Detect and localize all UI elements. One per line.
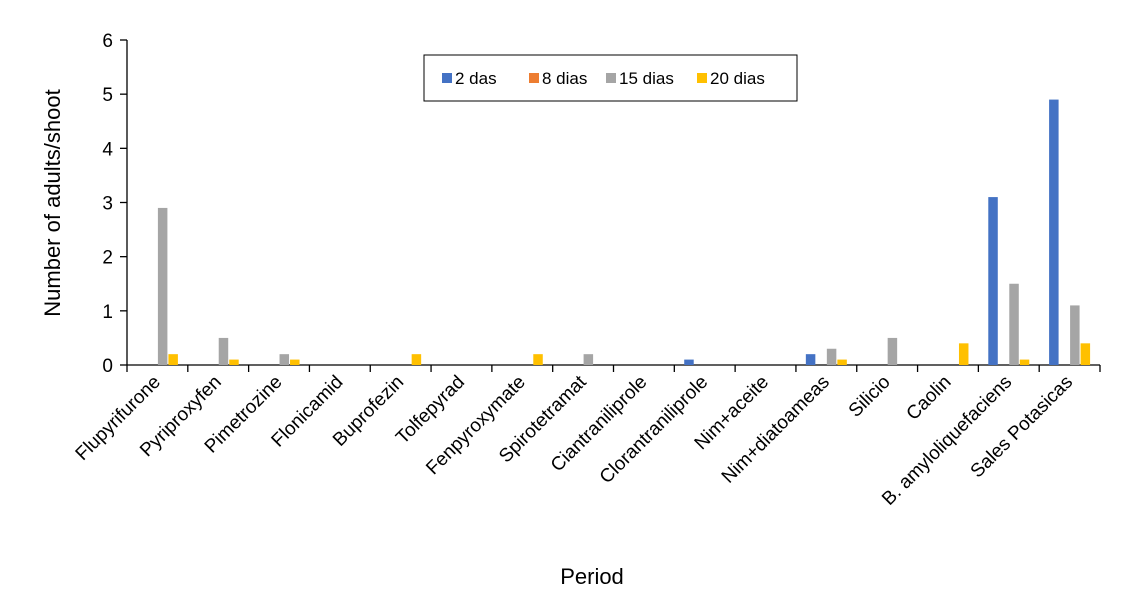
y-tick-label: 2: [102, 248, 113, 269]
bar: [411, 354, 422, 365]
plot-area: 0123456FlupyrifuronePyriproxyfenPimetroz…: [72, 31, 1101, 510]
legend-label: 20 dias: [710, 69, 765, 88]
legend-swatch: [529, 73, 539, 83]
bar: [684, 359, 694, 365]
x-tick-label: Nim+diatoameas: [718, 372, 834, 488]
x-tick-label: Sales Potasicas: [967, 372, 1077, 482]
legend-swatch: [442, 73, 452, 83]
y-tick-label: 0: [102, 356, 113, 377]
x-tick-label: Caolin: [903, 372, 956, 425]
bar: [1019, 359, 1030, 365]
legend-swatch: [697, 73, 707, 83]
bar: [805, 354, 816, 365]
x-tick-label: Silicio: [845, 372, 895, 422]
y-tick-label: 1: [102, 302, 113, 323]
y-tick-label: 6: [102, 31, 113, 52]
y-tick-label: 5: [102, 85, 113, 106]
bar: [157, 207, 168, 365]
x-axis-title: Period: [560, 564, 624, 589]
bar: [533, 354, 543, 365]
bar: [1009, 283, 1019, 365]
bar: [218, 337, 229, 365]
bar: [887, 337, 898, 365]
legend-label: 2 das: [455, 69, 497, 88]
bar: [229, 359, 239, 365]
y-tick-label: 4: [102, 139, 113, 160]
y-tick-label: 3: [102, 194, 113, 215]
bar: [1080, 343, 1091, 365]
legend-label: 8 dias: [542, 69, 587, 88]
bar: [1070, 305, 1080, 365]
bar: [837, 359, 847, 365]
bar: [583, 354, 594, 365]
bar: [1049, 99, 1059, 365]
legend-label: 15 dias: [619, 69, 674, 88]
bar: [168, 354, 178, 365]
bar: [826, 348, 837, 365]
bar: [290, 359, 300, 365]
legend-swatch: [606, 73, 616, 83]
bar: [988, 197, 998, 365]
bar: [279, 354, 290, 365]
x-tick-label: Clorantraniliprole: [596, 372, 712, 488]
legend: 2 das 8 dias 15 dias 20 dias: [423, 54, 798, 102]
y-axis-title: Number of adults/shoot: [40, 89, 65, 316]
bar: [958, 343, 969, 365]
